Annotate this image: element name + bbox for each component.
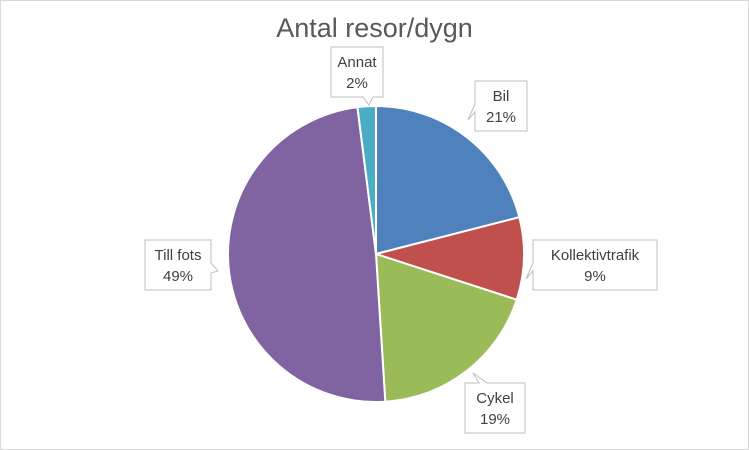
data-label-category: Bil bbox=[493, 88, 510, 105]
data-label-category: Kollektivtrafik bbox=[551, 247, 640, 264]
pie-slice-till-fots bbox=[227, 106, 387, 403]
data-label-bil: Bil 21% bbox=[467, 80, 528, 132]
data-label-percent: 49% bbox=[163, 268, 193, 285]
data-label-percent: 21% bbox=[486, 109, 516, 126]
data-label-box bbox=[330, 46, 384, 106]
data-label-percent: 9% bbox=[584, 268, 606, 285]
data-label-box bbox=[144, 239, 219, 291]
data-label-percent: 19% bbox=[480, 411, 510, 428]
pie-slice-kollektivtrafik bbox=[372, 215, 525, 301]
data-label-kollektivtrafik: Kollektivtrafik 9% bbox=[525, 239, 658, 291]
pie-slice-bil bbox=[375, 104, 521, 256]
chart-title: Antal resor/dygn bbox=[276, 13, 473, 43]
data-label-till-fots: Till fots 49% bbox=[144, 239, 219, 291]
data-label-box bbox=[467, 80, 528, 132]
data-label-annat: Annat 2% bbox=[330, 46, 384, 106]
data-label-box bbox=[464, 372, 526, 434]
data-label-category: Cykel bbox=[476, 390, 514, 407]
data-label-category: Annat bbox=[337, 54, 377, 71]
pie-slice-annat bbox=[356, 104, 377, 255]
pie-slices bbox=[227, 104, 525, 403]
data-label-box bbox=[525, 239, 658, 291]
data-label-percent: 2% bbox=[346, 75, 368, 92]
data-label-cykel: Cykel 19% bbox=[464, 372, 526, 434]
pie-slice-cykel bbox=[374, 252, 519, 403]
data-label-category: Till fots bbox=[155, 247, 202, 264]
